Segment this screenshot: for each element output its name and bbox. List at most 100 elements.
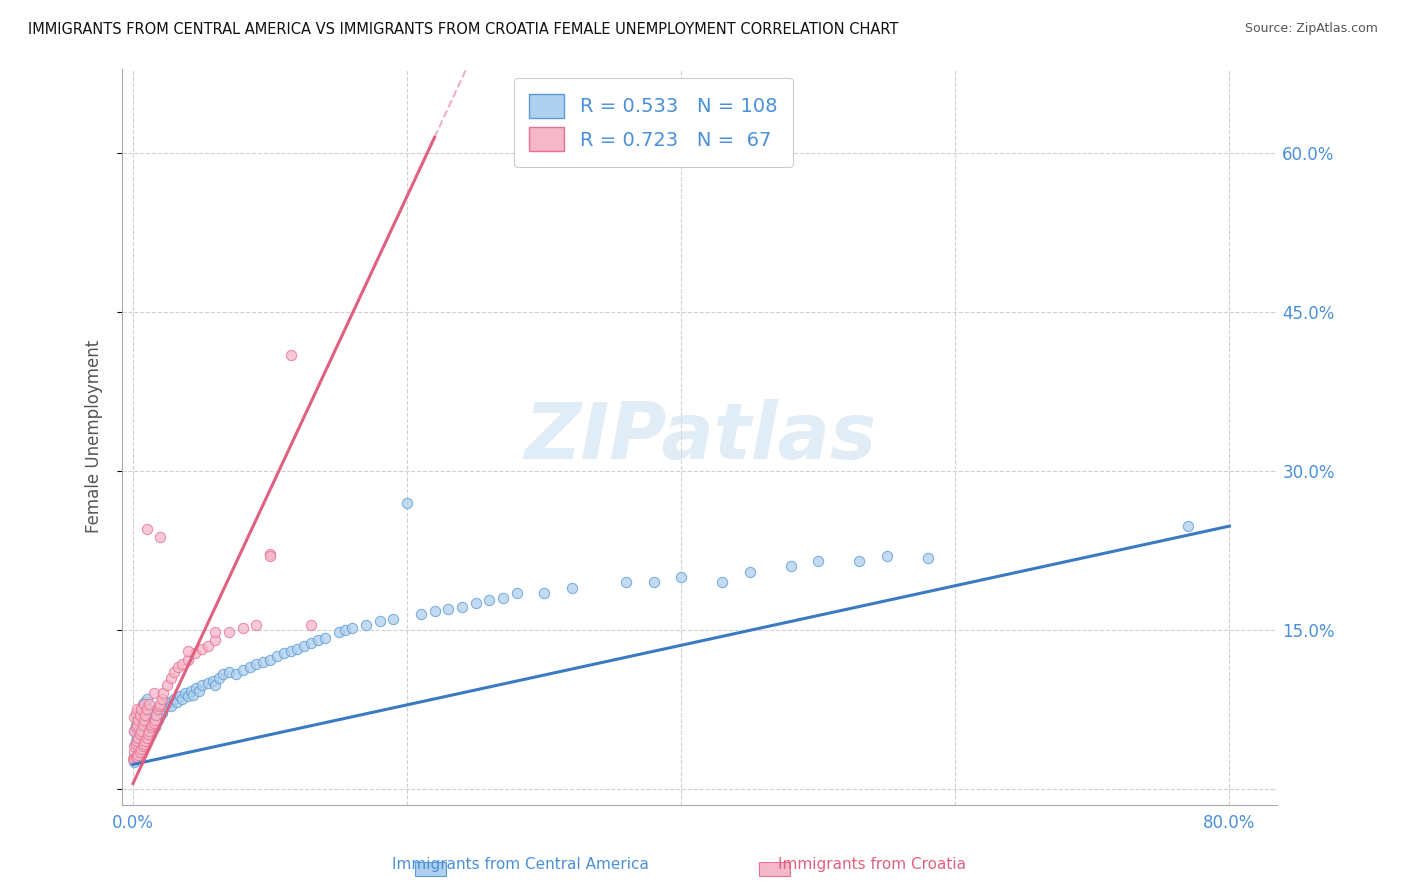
Point xyxy=(122,745,145,759)
Point xyxy=(848,554,870,568)
Point xyxy=(131,741,153,756)
Point xyxy=(129,702,152,716)
Text: ZIPatlas: ZIPatlas xyxy=(523,399,876,475)
Point xyxy=(141,718,163,732)
Point xyxy=(259,652,281,666)
Point xyxy=(368,615,391,629)
Point xyxy=(138,697,160,711)
Point xyxy=(280,347,302,361)
Text: Immigrants from Central America: Immigrants from Central America xyxy=(392,857,648,872)
Point xyxy=(561,581,583,595)
Point xyxy=(152,702,174,716)
Point xyxy=(252,655,274,669)
Point xyxy=(132,713,155,727)
Point xyxy=(266,649,288,664)
Point xyxy=(197,639,219,653)
Point xyxy=(382,612,405,626)
Point xyxy=(478,593,501,607)
Point xyxy=(148,710,170,724)
Point xyxy=(146,702,169,716)
Point xyxy=(342,621,364,635)
Point xyxy=(307,633,329,648)
Point xyxy=(876,549,898,563)
Point xyxy=(146,713,169,727)
Point xyxy=(779,559,801,574)
Point xyxy=(139,720,162,734)
Point xyxy=(136,731,159,745)
Point xyxy=(129,741,152,756)
Point xyxy=(163,665,186,680)
Point xyxy=(132,737,155,751)
Point xyxy=(299,635,322,649)
Point xyxy=(643,575,665,590)
Point xyxy=(464,596,486,610)
Point xyxy=(172,691,194,706)
Text: Source: ZipAtlas.com: Source: ZipAtlas.com xyxy=(1244,22,1378,36)
Point xyxy=(159,695,181,709)
Point xyxy=(172,657,194,671)
Point xyxy=(128,727,150,741)
Point xyxy=(187,684,209,698)
Point xyxy=(190,678,212,692)
Point xyxy=(204,633,226,648)
Point xyxy=(156,678,179,692)
Point xyxy=(131,716,153,731)
Point xyxy=(135,707,157,722)
Point xyxy=(287,642,309,657)
Point xyxy=(132,697,155,711)
Point xyxy=(131,718,153,732)
Point xyxy=(183,646,205,660)
Point xyxy=(208,671,231,685)
Point xyxy=(136,706,159,720)
Point xyxy=(204,625,226,640)
Point xyxy=(328,625,350,640)
Point xyxy=(259,549,281,563)
Point xyxy=(124,710,146,724)
Point xyxy=(134,695,156,709)
Point xyxy=(299,617,322,632)
Point xyxy=(232,621,254,635)
Point xyxy=(160,671,183,685)
Point xyxy=(127,718,149,732)
Point xyxy=(135,702,157,716)
Point xyxy=(218,665,240,680)
Point xyxy=(128,731,150,745)
Point xyxy=(616,575,638,590)
Point xyxy=(129,718,152,732)
Point xyxy=(134,707,156,722)
Point xyxy=(124,723,146,738)
Point xyxy=(125,718,148,732)
Legend: R = 0.533   N = 108, R = 0.723   N =  67: R = 0.533 N = 108, R = 0.723 N = 67 xyxy=(515,78,793,167)
Point xyxy=(807,554,830,568)
Point xyxy=(145,707,167,722)
Point xyxy=(423,604,446,618)
Point xyxy=(128,707,150,722)
Point xyxy=(238,660,260,674)
Point xyxy=(169,689,191,703)
Point xyxy=(152,686,174,700)
Point xyxy=(128,707,150,722)
Point xyxy=(124,752,146,766)
Point xyxy=(506,586,529,600)
Point xyxy=(409,607,432,621)
Point xyxy=(201,673,224,688)
Point xyxy=(124,739,146,754)
Point xyxy=(128,747,150,762)
Point xyxy=(128,720,150,734)
Y-axis label: Female Unemployment: Female Unemployment xyxy=(86,340,103,533)
Point xyxy=(138,702,160,716)
Point xyxy=(174,686,197,700)
Point xyxy=(711,575,734,590)
Point xyxy=(149,707,172,722)
Point xyxy=(150,706,173,720)
Point xyxy=(149,530,172,544)
Point xyxy=(671,570,693,584)
Point xyxy=(135,691,157,706)
Point xyxy=(127,702,149,716)
Point xyxy=(259,547,281,561)
Point xyxy=(125,750,148,764)
Point xyxy=(354,617,377,632)
Point xyxy=(129,723,152,738)
Point xyxy=(273,646,295,660)
Point xyxy=(136,727,159,741)
